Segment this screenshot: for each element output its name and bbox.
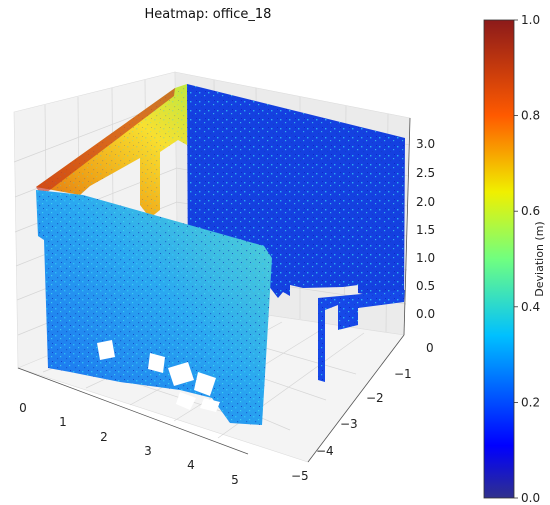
colorbar-tick-2: 0.4 bbox=[521, 300, 540, 314]
z-tick-3: 1.5 bbox=[416, 223, 435, 237]
z-tick-1: 0.5 bbox=[416, 279, 435, 293]
colorbar-tick-5: 1.0 bbox=[521, 13, 540, 27]
colorbar-tick-1: 0.2 bbox=[521, 395, 540, 409]
x-tick-0: 0 bbox=[19, 401, 27, 415]
left-wall-top-edge bbox=[36, 88, 175, 196]
z-tick-6: 3.0 bbox=[416, 137, 435, 151]
side-wall-speckle bbox=[318, 290, 405, 382]
z-tick-4: 2.0 bbox=[416, 195, 435, 209]
left-wall-speckle bbox=[36, 84, 187, 218]
x-tick-1: 1 bbox=[59, 415, 67, 429]
axis-lines bbox=[17, 117, 411, 463]
colorbar-ticks: 0.0 0.2 0.4 0.6 0.8 1.0 bbox=[514, 13, 540, 505]
y-tick-0: 0 bbox=[426, 341, 434, 355]
colorbar-tick-4: 0.8 bbox=[521, 109, 540, 123]
y-tick-5: −5 bbox=[291, 469, 309, 483]
y-tick-4: −4 bbox=[316, 444, 334, 458]
z-tick-0: 0.0 bbox=[416, 307, 435, 321]
x-tick-5: 5 bbox=[231, 473, 239, 487]
x-tick-2: 2 bbox=[100, 430, 108, 444]
front-wall-holes bbox=[97, 340, 220, 412]
y-tick-2: −2 bbox=[366, 391, 384, 405]
z-tick-2: 1.0 bbox=[416, 251, 435, 265]
x-tick-4: 4 bbox=[187, 458, 195, 472]
y-tick-3: −3 bbox=[340, 417, 358, 431]
tick-labels: 0 1 2 3 4 5 0 −1 −2 −3 −4 −5 0.0 0.5 1.0… bbox=[19, 137, 435, 487]
colorbar-gradient bbox=[483, 19, 515, 499]
x-tick-3: 3 bbox=[144, 444, 152, 458]
z-tick-5: 2.5 bbox=[416, 166, 435, 180]
colorbar-tick-0: 0.0 bbox=[521, 491, 540, 505]
colorbar-label: Deviation (m) bbox=[533, 221, 546, 296]
point-cloud bbox=[36, 84, 405, 425]
colorbar-tick-3: 0.6 bbox=[521, 204, 540, 218]
chart-title: Heatmap: office_18 bbox=[145, 7, 272, 22]
y-tick-1: −1 bbox=[394, 367, 412, 381]
colorbar: 0.0 0.2 0.4 0.6 0.8 1.0 Deviation (m) bbox=[483, 13, 546, 505]
front-wall-speckle bbox=[36, 190, 272, 425]
